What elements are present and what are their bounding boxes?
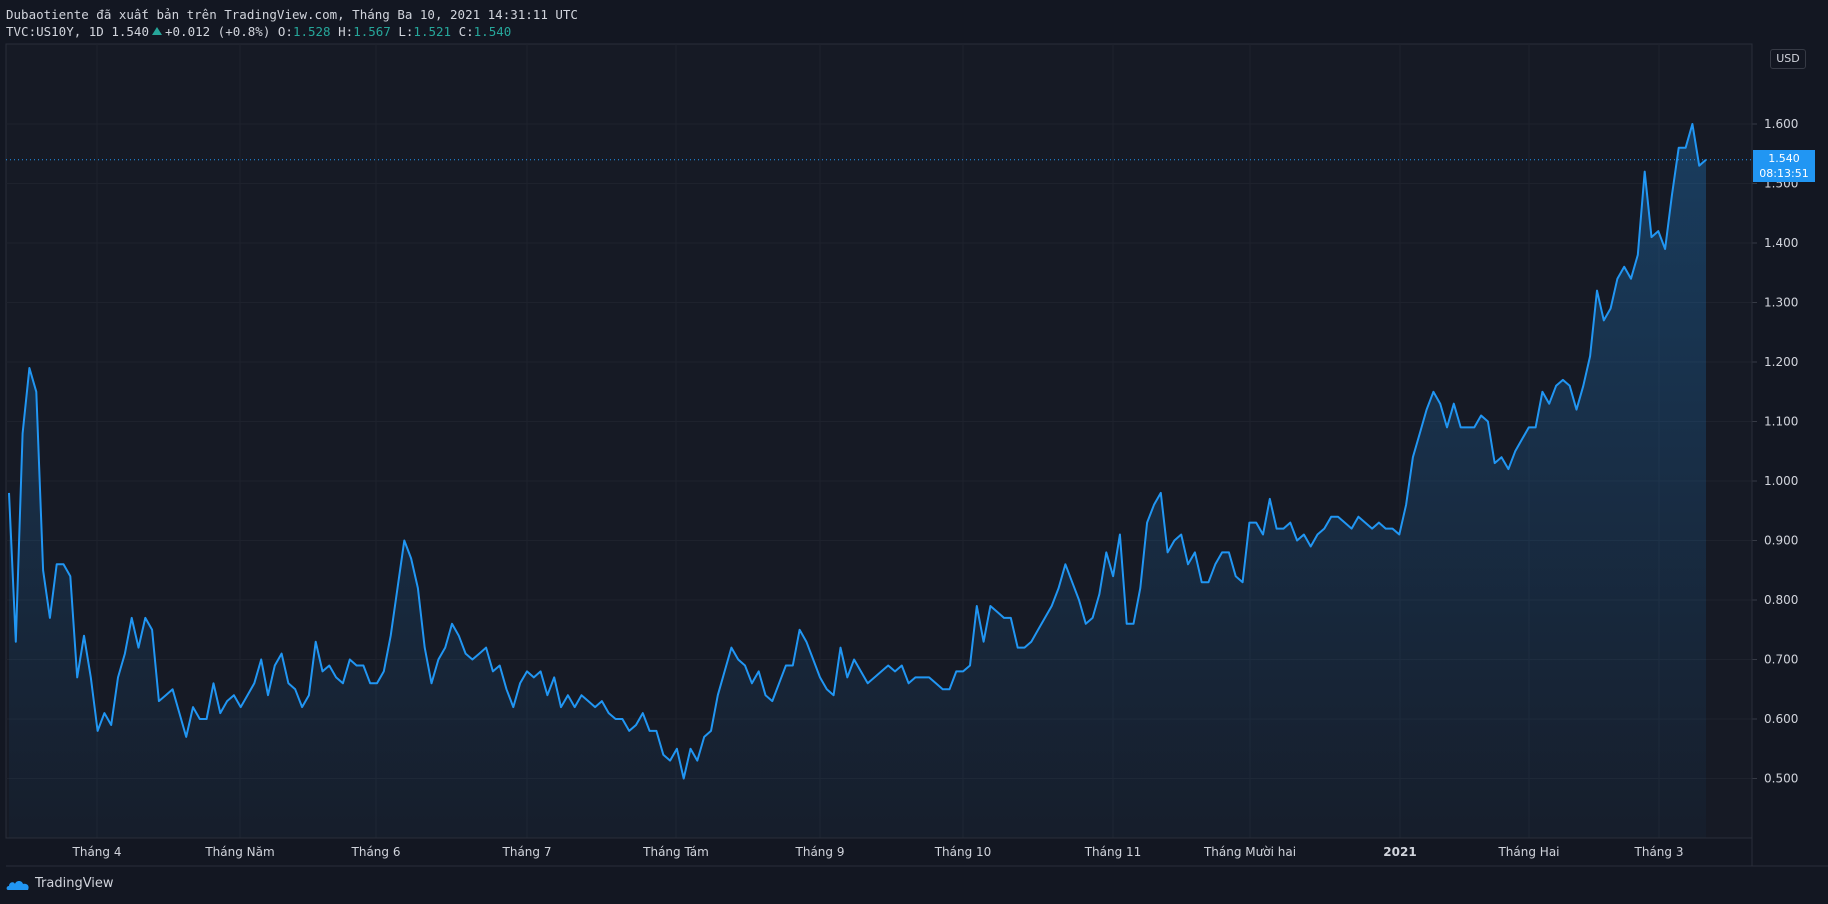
tradingview-logo[interactable]: TradingView <box>6 876 114 891</box>
x-tick-label: Tháng Hai <box>1497 845 1559 859</box>
high-value: 1.567 <box>353 24 391 39</box>
chart-header: Dubaotiente đã xuất bản trên TradingView… <box>6 6 578 40</box>
y-tick-label: 1.000 <box>1764 474 1798 488</box>
open-value: 1.528 <box>292 24 331 39</box>
x-tick-label: Tháng 10 <box>934 845 992 859</box>
close-value: 1.540 <box>473 24 512 39</box>
y-tick-label: 1.300 <box>1764 296 1798 310</box>
x-tick-label: Tháng Tám <box>642 845 709 859</box>
y-tick-label: 1.200 <box>1764 355 1798 369</box>
brand-name: TradingView <box>35 876 114 891</box>
x-tick-label: Tháng 9 <box>795 845 845 859</box>
y-tick-label: 1.600 <box>1764 117 1798 131</box>
y-tick-label: 1.400 <box>1764 236 1798 250</box>
series-line[interactable] <box>8 123 1707 780</box>
x-tick-label: Tháng 7 <box>502 845 552 859</box>
publish-info: Dubaotiente đã xuất bản trên TradingView… <box>6 7 578 22</box>
x-tick-label: Tháng Mười hai <box>1203 845 1296 859</box>
x-tick-label: Tháng 4 <box>72 845 122 859</box>
open-label: O: <box>277 24 293 39</box>
x-tick-label: Tháng 6 <box>351 845 401 859</box>
last-price-value: 1.540 <box>1768 152 1800 165</box>
y-tick-label: 0.700 <box>1764 653 1798 667</box>
x-tick-label: Tháng 11 <box>1084 845 1142 859</box>
y-tick-label: 0.500 <box>1764 772 1798 786</box>
up-arrow-icon <box>152 27 162 35</box>
x-tick-label: Tháng Năm <box>204 845 274 859</box>
series-area-fill <box>9 124 1706 838</box>
last-price-tag: 1.540 08:13:51 <box>1753 150 1815 182</box>
x-tick-label: 2021 <box>1383 845 1416 859</box>
change-label: +0.012 (+0.8%) <box>165 24 271 39</box>
countdown-timer: 08:13:51 <box>1759 167 1809 180</box>
high-label: H: <box>338 24 354 39</box>
x-tick-label: Tháng 3 <box>1634 845 1684 859</box>
y-tick-label: 0.900 <box>1764 534 1798 548</box>
low-label: L: <box>398 24 414 39</box>
y-tick-label: 0.600 <box>1764 712 1798 726</box>
ohlc-legend[interactable]: TVC:US10Y, 1D 1.540 +0.012 (+0.8%) O:1.52… <box>6 23 578 40</box>
tradingview-cloud-icon <box>6 880 29 890</box>
currency-button[interactable]: USD <box>1770 49 1806 69</box>
y-tick-label: 1.100 <box>1764 415 1798 429</box>
low-value: 1.521 <box>413 24 452 39</box>
symbol-label: TVC:US10Y, 1D 1.540 <box>6 24 149 39</box>
close-label: C: <box>458 24 474 39</box>
y-tick-label: 0.800 <box>1764 593 1798 607</box>
